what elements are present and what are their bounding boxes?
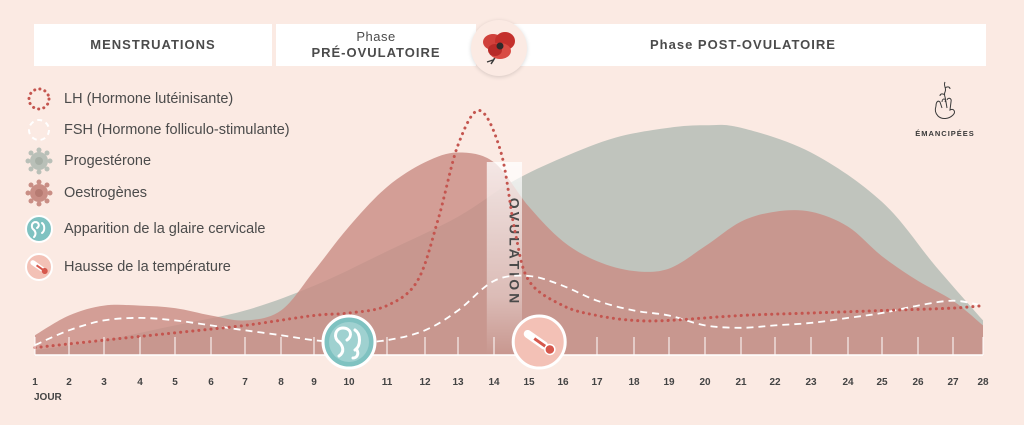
x-axis-label: JOUR — [34, 392, 63, 403]
x-tick-label: 4 — [137, 377, 143, 388]
x-tick-label: 20 — [699, 377, 711, 388]
legend-label-progesterone: Progestérone — [64, 153, 152, 169]
lh-line — [33, 109, 985, 350]
phase-menstruations-label: MENSTRUATIONS — [90, 37, 216, 52]
cervical-mucus-icon — [25, 215, 53, 243]
x-tick-label: 11 — [382, 377, 393, 388]
x-tick-label: 10 — [343, 377, 355, 388]
x-tick-label: 12 — [419, 377, 431, 388]
thermometer-icon — [25, 253, 53, 281]
x-tick-label: 7 — [242, 377, 248, 388]
temperature-marker — [511, 314, 567, 370]
x-tick-label: 8 — [278, 377, 284, 388]
brand-name: ÉMANCIPÉES — [915, 129, 975, 138]
legend-item-progesterone: Progestérone — [24, 146, 151, 176]
x-tick-label: 6 — [208, 377, 214, 388]
x-tick-label: 17 — [591, 377, 603, 388]
legend-label-fsh: FSH (Hormone folliculo-stimulante) — [64, 122, 290, 138]
fsh-line — [34, 274, 984, 346]
x-tick-label: 3 — [101, 377, 107, 388]
x-tick-label: 5 — [172, 377, 178, 388]
x-tick-label: 16 — [557, 377, 569, 388]
x-tick-label: 2 — [66, 377, 72, 388]
x-tick-label: 14 — [488, 377, 500, 388]
x-tick-label: 13 — [452, 377, 464, 388]
legend-item-temperature: Hausse de la température — [24, 252, 231, 282]
cervical-mucus-marker — [321, 314, 377, 370]
brand-logo: ÉMANCIPÉES — [912, 80, 978, 138]
x-tick-label: 23 — [805, 377, 817, 388]
progesterone-molecule-icon — [25, 147, 53, 175]
ovulation-band — [486, 162, 522, 355]
phase-pre-bottom-label: PRÉ-OVULATOIRE — [311, 45, 441, 60]
poppy-flower-icon — [471, 20, 527, 76]
x-tick-label: 28 — [977, 377, 989, 388]
x-tick-label: 18 — [628, 377, 640, 388]
legend-item-cervical-mucus: Apparition de la glaire cervicale — [24, 214, 266, 244]
x-tick-label: 27 — [947, 377, 959, 388]
legend-label-cervical-mucus: Apparition de la glaire cervicale — [64, 221, 266, 237]
ovulation-label: OVULATION — [506, 198, 522, 306]
x-tick-label: 9 — [311, 377, 317, 388]
phase-menstruations: MENSTRUATIONS — [34, 24, 272, 66]
legend-item-fsh: FSH (Hormone folliculo-stimulante) — [24, 115, 290, 145]
x-tick-label: 24 — [842, 377, 854, 388]
x-axis-ticks: 1 2 3 4 5 6 7 8 9 10 11 12 13 14 15 16 17 18 19 20 21 22 23 24 2… — [32, 337, 989, 388]
phase-pre-ovulatory: Phase PRÉ-OVULATOIRE — [276, 24, 476, 66]
x-tick-label: 26 — [912, 377, 924, 388]
x-tick-label: 21 — [735, 377, 747, 388]
dotted-circle-icon — [27, 87, 51, 111]
legend-item-oestrogen: Oestrogènes — [24, 178, 147, 208]
estrogen-molecule-icon — [25, 179, 53, 207]
x-tick-label: 19 — [663, 377, 675, 388]
phase-pre-top-label: Phase — [356, 29, 396, 44]
phase-post-label: Phase POST-OVULATOIRE — [650, 37, 836, 52]
dashed-circle-icon — [28, 119, 50, 141]
x-tick-label: 15 — [523, 377, 535, 388]
legend-label-oestrogen: Oestrogènes — [64, 185, 148, 201]
hand-flower-icon — [934, 81, 955, 119]
x-tick-label: 1 — [32, 377, 38, 388]
x-tick-label: 22 — [769, 377, 781, 388]
phase-post-ovulatory: Phase POST-OVULATOIRE — [500, 24, 986, 66]
legend-label-lh: LH (Hormone lutéinisante) — [64, 91, 234, 107]
x-tick-label: 25 — [876, 377, 888, 388]
legend-label-temperature: Hausse de la température — [64, 259, 231, 275]
legend-item-lh: LH (Hormone lutéinisante) — [24, 84, 233, 114]
